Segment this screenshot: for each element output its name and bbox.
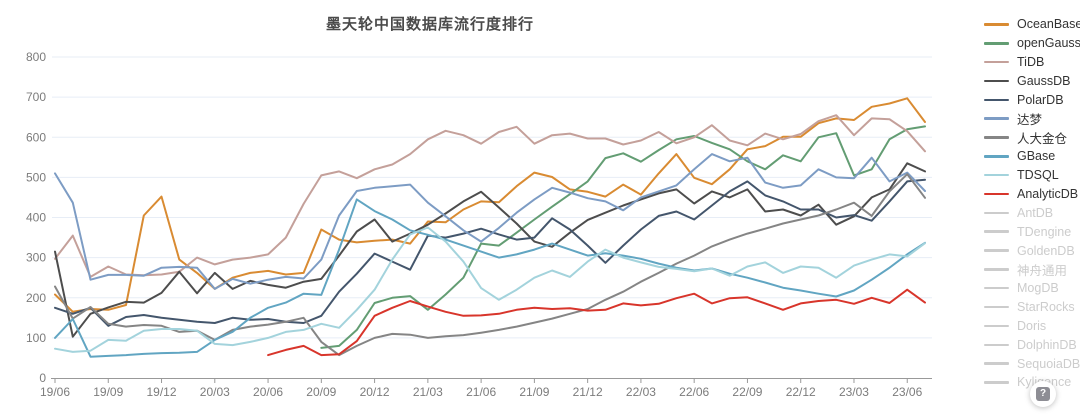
legend-label: 人大金仓: [1017, 131, 1068, 146]
legend-item-达梦[interactable]: 达梦: [984, 109, 1080, 128]
legend-item-Doris[interactable]: Doris: [984, 317, 1080, 336]
x-axis-label: 22/09: [732, 385, 762, 399]
legend-label: Doris: [1017, 318, 1047, 333]
x-axis-label: 21/06: [466, 385, 496, 399]
legend-label: 神舟通用: [1017, 263, 1068, 278]
series-line-openGauss: [320, 125, 926, 349]
legend-label: GBase: [1017, 149, 1056, 164]
series-line-TiDB: [54, 114, 926, 278]
x-axis-label: 21/12: [573, 385, 603, 399]
x-axis-label: 22/12: [786, 385, 816, 399]
x-axis-label: 19/12: [147, 385, 177, 399]
legend-item-StarRocks[interactable]: StarRocks: [984, 298, 1080, 317]
legend-line-icon: [984, 249, 1009, 252]
x-axis-label: 20/03: [200, 385, 230, 399]
legend-line-icon: [984, 268, 1009, 271]
y-axis-label: 500: [26, 170, 46, 184]
y-axis-label: 300: [26, 251, 46, 265]
legend-line-icon: [984, 211, 1009, 215]
legend-item-TiDB[interactable]: TiDB: [984, 53, 1080, 72]
x-axis-label: 23/03: [839, 385, 869, 399]
series-line-TDSQL: [54, 226, 926, 353]
legend-line-icon: [984, 60, 1009, 64]
y-axis-label: 700: [26, 90, 46, 104]
legend-label: TDSQL: [1017, 168, 1059, 183]
series-line-AnalyticDB: [267, 288, 926, 357]
legend-item-TDSQL[interactable]: TDSQL: [984, 166, 1080, 185]
legend-line-icon: [984, 305, 1009, 309]
legend-line-icon: [984, 42, 1009, 45]
legend-line-icon: [984, 286, 1009, 290]
series-line-GBase: [54, 198, 926, 358]
legend-label: GaussDB: [1017, 73, 1071, 88]
legend-item-神舟通用[interactable]: 神舟通用: [984, 260, 1080, 279]
x-axis-label: 22/06: [679, 385, 709, 399]
y-axis-label: 200: [26, 291, 46, 305]
legend-label: AnalyticDB: [1017, 187, 1079, 202]
x-axis-label: 20/06: [253, 385, 283, 399]
legend-line-icon: [984, 343, 1009, 347]
legend-item-AntDB[interactable]: AntDB: [984, 203, 1080, 222]
y-axis-label: 100: [26, 331, 46, 345]
legend-item-MogDB[interactable]: MogDB: [984, 279, 1080, 298]
legend-line-icon: [984, 230, 1009, 233]
legend-item-GaussDB[interactable]: GaussDB: [984, 72, 1080, 91]
series-line-达梦: [54, 153, 926, 290]
legend-line-icon: [984, 23, 1009, 26]
legend-label: OceanBase: [1017, 17, 1080, 32]
legend-line-icon: [984, 98, 1009, 102]
x-axis-label: 20/12: [360, 385, 390, 399]
legend-label: AntDB: [1017, 205, 1054, 220]
legend-label: TDengine: [1017, 224, 1072, 239]
series-line-PolarDB: [54, 178, 926, 327]
legend-line-icon: [984, 117, 1009, 120]
legend-item-openGauss[interactable]: openGauss: [984, 34, 1080, 53]
legend-item-GoldenDB[interactable]: GoldenDB: [984, 241, 1080, 260]
legend-label: StarRocks: [1017, 300, 1075, 315]
x-axis-label: 19/09: [93, 385, 123, 399]
legend-label: openGauss: [1017, 36, 1080, 51]
x-axis-label: 19/06: [40, 385, 70, 399]
legend-item-GBase[interactable]: GBase: [984, 147, 1080, 166]
chart-title: 墨天轮中国数据库流行度排行: [325, 16, 534, 33]
help-button[interactable]: ?: [1030, 381, 1056, 407]
x-axis-label: 20/09: [306, 385, 336, 399]
legend-line-icon: [984, 136, 1009, 139]
legend-label: SequoiaDB: [1017, 356, 1080, 371]
legend-item-人大金仓[interactable]: 人大金仓: [984, 128, 1080, 147]
legend-label: 达梦: [1017, 113, 1043, 128]
legend-item-AnalyticDB[interactable]: AnalyticDB: [984, 185, 1080, 204]
x-axis-label: 22/03: [626, 385, 656, 399]
legend-label: GoldenDB: [1017, 243, 1075, 258]
legend-item-DolphinDB[interactable]: DolphinDB: [984, 335, 1080, 354]
legend-line-icon: [984, 192, 1009, 196]
y-axis-label: 0: [39, 371, 46, 385]
legend-line-icon: [984, 79, 1009, 83]
question-icon: ?: [1036, 387, 1050, 401]
legend-line-icon: [984, 173, 1009, 177]
legend-line-icon: [984, 362, 1009, 365]
series-line-GaussDB: [54, 162, 926, 338]
legend-label: MogDB: [1017, 281, 1059, 296]
legend-line-icon: [984, 155, 1009, 158]
legend-label: DolphinDB: [1017, 337, 1077, 352]
legend: OceanBase openGauss TiDB GaussDB PolarDB 达梦人大…: [984, 15, 1080, 392]
legend-item-SequoiaDB[interactable]: SequoiaDB: [984, 354, 1080, 373]
legend-item-OceanBase[interactable]: OceanBase: [984, 15, 1080, 34]
legend-line-icon: [984, 381, 1009, 384]
x-axis-label: 21/09: [519, 385, 549, 399]
legend-label: PolarDB: [1017, 92, 1064, 107]
y-axis-label: 400: [26, 211, 46, 225]
legend-item-TDengine[interactable]: TDengine: [984, 222, 1080, 241]
legend-line-icon: [984, 324, 1009, 328]
x-axis-label: 23/06: [892, 385, 922, 399]
x-axis-label: 21/03: [413, 385, 443, 399]
legend-item-PolarDB[interactable]: PolarDB: [984, 90, 1080, 109]
legend-label: TiDB: [1017, 55, 1045, 70]
y-axis-label: 600: [26, 130, 46, 144]
y-axis-label: 800: [26, 50, 46, 64]
